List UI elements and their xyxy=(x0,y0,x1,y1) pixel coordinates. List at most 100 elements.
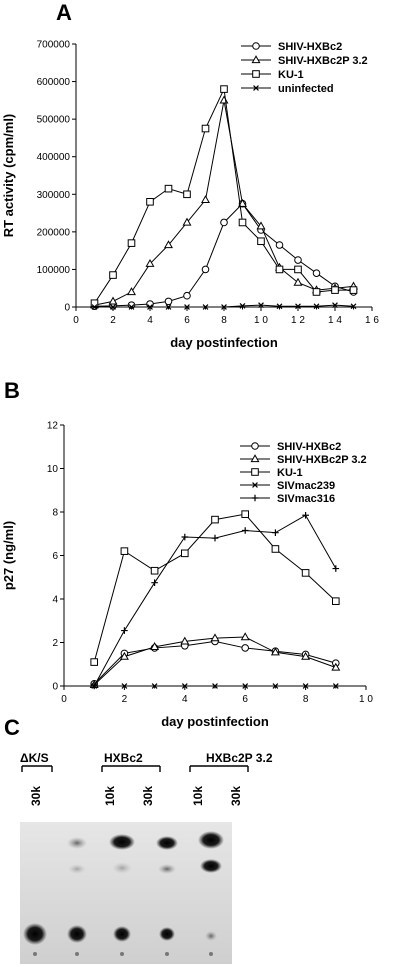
data-point xyxy=(242,683,249,689)
y-tick-label: 400000 xyxy=(37,152,71,163)
legend-entry: KU-1 xyxy=(277,467,303,479)
gel-band xyxy=(113,926,131,942)
data-point xyxy=(312,269,321,277)
data-point xyxy=(121,683,128,689)
gel-bracket-delta-ks xyxy=(21,765,53,772)
gel-lane-label-1: 30k xyxy=(29,786,43,806)
gel-band xyxy=(109,834,135,850)
data-point xyxy=(332,565,340,572)
series-shiv-hxbc2 xyxy=(90,637,340,688)
legend-marker xyxy=(250,454,260,463)
legend-entry: KU-1 xyxy=(278,69,304,81)
data-point xyxy=(219,95,229,104)
data-point xyxy=(312,288,321,296)
legend-entry: SIVmac239 xyxy=(277,480,335,492)
data-point xyxy=(241,644,249,652)
data-point xyxy=(211,515,219,524)
y-tick-label: 700000 xyxy=(37,40,71,51)
gel-band xyxy=(67,837,87,849)
legend-entry: SHIV-HXBc2 xyxy=(277,441,341,453)
gel-lane-label-5: 30k xyxy=(229,786,243,806)
series-sivmac239 xyxy=(91,683,339,689)
data-point xyxy=(181,549,189,558)
y-tick-label: 200000 xyxy=(37,227,71,238)
gel-band xyxy=(198,831,224,849)
data-point xyxy=(150,642,160,650)
legend-marker xyxy=(252,70,260,78)
data-point xyxy=(332,302,338,309)
x-tick-label: 1 0 xyxy=(254,315,268,326)
legend-marker xyxy=(252,42,260,50)
data-point xyxy=(276,303,283,310)
data-point xyxy=(301,569,310,577)
y-tick-label: 12 xyxy=(47,421,59,432)
data-point xyxy=(180,636,190,645)
gel-origin xyxy=(33,952,37,956)
gel-bracket-hxbc2p32 xyxy=(189,765,249,772)
gel-band xyxy=(68,864,86,874)
data-point xyxy=(212,683,218,689)
x-tick-label: 1 6 xyxy=(365,315,379,326)
legend-entry: SHIV-HXBc2P 3.2 xyxy=(277,454,367,466)
data-point xyxy=(120,547,129,555)
data-point xyxy=(220,218,228,227)
legend-entry: uninfected xyxy=(278,83,334,95)
data-point xyxy=(119,651,129,660)
gel-origin xyxy=(165,952,169,956)
data-point xyxy=(331,286,339,294)
data-point xyxy=(110,304,116,310)
gel-bracket-hxbc2 xyxy=(101,765,161,772)
data-point xyxy=(332,683,339,689)
data-point xyxy=(258,302,264,309)
gel-origin xyxy=(209,952,213,956)
data-point xyxy=(241,527,249,534)
x-tick-label: 8 xyxy=(221,315,227,326)
data-point xyxy=(240,632,250,641)
series-ku-1 xyxy=(90,510,340,666)
data-point xyxy=(201,124,210,133)
x-tick-label: 8 xyxy=(303,694,309,705)
x-tick-label: 4 xyxy=(147,315,153,326)
data-point xyxy=(164,184,173,193)
x-tick-label: 1 0 xyxy=(359,694,373,705)
data-point xyxy=(164,240,173,249)
data-point xyxy=(238,198,247,207)
gel-band xyxy=(159,927,175,941)
data-point xyxy=(302,683,309,689)
gel-band xyxy=(205,931,217,941)
y-tick-label: 0 xyxy=(52,682,58,693)
panel-label-c: C xyxy=(4,715,20,740)
gel-band xyxy=(158,864,176,874)
data-point xyxy=(90,682,98,690)
data-point xyxy=(109,271,117,279)
data-point xyxy=(238,218,247,227)
data-point xyxy=(211,534,219,542)
data-point xyxy=(181,533,189,541)
data-point xyxy=(128,304,135,310)
gel-group-label-delta-ks: ΔK/S xyxy=(20,751,49,765)
data-point xyxy=(293,277,303,286)
data-point xyxy=(184,304,190,310)
gel-group-label-hxbc2p32: HXBc2P 3.2 xyxy=(206,751,273,765)
gel-lane-label-3: 30k xyxy=(141,786,155,806)
data-point xyxy=(164,297,173,306)
x-tick-label: 0 xyxy=(61,694,67,705)
x-tick-label: 1 2 xyxy=(291,315,305,326)
data-point xyxy=(90,658,99,666)
data-point xyxy=(210,633,220,642)
data-point xyxy=(271,545,280,553)
y-tick-label: 8 xyxy=(52,508,58,519)
data-point xyxy=(350,303,357,310)
data-point xyxy=(220,85,228,93)
legend-entry: SHIV-HXBc2P 3.2 xyxy=(278,55,368,67)
data-point xyxy=(181,683,188,689)
series-sivmac316 xyxy=(90,511,340,690)
y-tick-label: 4 xyxy=(52,595,58,606)
y-tick-label: 100000 xyxy=(37,265,71,276)
y-tick-label: 500000 xyxy=(37,115,71,126)
data-point xyxy=(349,286,358,294)
x-axis-label: day postinfection xyxy=(170,335,278,350)
series-uninfected xyxy=(91,302,357,310)
data-point xyxy=(91,304,98,310)
